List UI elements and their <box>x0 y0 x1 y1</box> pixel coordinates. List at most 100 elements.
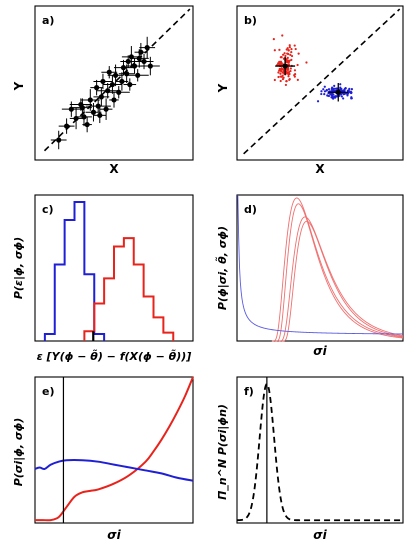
red-point <box>284 83 288 87</box>
data-point <box>120 65 127 71</box>
red-point <box>293 44 296 47</box>
data-point <box>125 58 131 65</box>
panel-e-frame <box>34 376 194 524</box>
red-likelihood-curve <box>281 220 404 342</box>
red-point <box>288 44 291 47</box>
data-point <box>116 89 122 95</box>
red-point <box>284 54 287 57</box>
data-point <box>56 137 62 143</box>
identity-line <box>243 8 401 155</box>
panel-f: f) σi Π_n^N P(σi|ϕn) <box>216 376 404 542</box>
red-point <box>285 48 288 51</box>
red-point <box>279 72 282 75</box>
blue-point <box>322 88 325 91</box>
panel-f-xlabel: σi <box>313 528 327 542</box>
red-point <box>296 78 299 81</box>
red-point <box>287 52 290 56</box>
data-point <box>141 58 147 65</box>
red-point <box>277 62 280 65</box>
red-point <box>296 63 299 67</box>
blue-point <box>350 88 354 91</box>
panel-b-ylabel: Y <box>216 83 230 93</box>
red-point <box>297 52 300 55</box>
blue-point <box>323 93 326 96</box>
blue-point <box>333 96 337 99</box>
red-point <box>294 47 297 51</box>
data-point <box>144 44 150 51</box>
red-curve <box>35 376 194 522</box>
panel-a-tag: a) <box>42 14 54 27</box>
data-point <box>111 97 117 103</box>
panel-c: c) ε [Y(ϕ − θ̃) − f(X(ϕ − θ̃))] P(ε|ϕ, σ… <box>12 194 194 363</box>
red-point <box>294 72 297 76</box>
red-point <box>290 58 293 61</box>
red-point <box>279 75 282 78</box>
red-point <box>305 61 308 64</box>
blue-point <box>339 83 342 86</box>
red-point <box>285 80 288 83</box>
data-point <box>98 94 104 100</box>
panel-b-frame <box>236 5 404 161</box>
data-point <box>127 81 133 88</box>
red-point <box>287 63 290 66</box>
blue-point <box>348 87 351 90</box>
red-point <box>277 71 280 74</box>
blue-point <box>350 97 353 100</box>
blue-point <box>333 89 337 92</box>
red-point <box>286 56 289 60</box>
red-point <box>293 69 297 72</box>
blue-point <box>323 85 326 88</box>
red-histogram <box>83 237 175 341</box>
data-point <box>119 78 125 85</box>
red-point <box>277 75 280 79</box>
red-likelihood-curve <box>275 203 404 342</box>
red-likelihood-curve <box>278 216 404 342</box>
panel-c-ylabel: P(ε|ϕ, σϕ) <box>12 237 25 299</box>
blue-point <box>316 100 320 103</box>
panel-e-xlabel: σi <box>107 528 121 542</box>
data-point <box>79 105 85 111</box>
red-point <box>287 71 291 74</box>
data-point <box>112 72 119 78</box>
red-point <box>287 48 290 52</box>
blue-point <box>327 94 331 98</box>
blue-point <box>343 87 346 90</box>
panel-d: d) σi P(ϕ|σi, θ̃, σϕ) <box>215 194 404 358</box>
data-point <box>90 109 97 115</box>
red-point <box>272 38 275 41</box>
data-point <box>106 69 112 75</box>
red-point <box>287 60 290 64</box>
blue-point <box>346 94 349 97</box>
panel-b-xlabel: X <box>315 162 325 176</box>
blue-point <box>339 93 343 96</box>
blue-point <box>333 84 336 88</box>
panel-d-frame <box>236 194 404 342</box>
red-point <box>293 75 296 78</box>
data-point <box>64 123 70 129</box>
data-point <box>94 85 100 91</box>
blue-point <box>334 87 338 90</box>
red-point <box>290 50 293 54</box>
data-point <box>87 97 93 103</box>
red-point <box>273 78 276 82</box>
red-point <box>290 48 293 51</box>
blue-point <box>331 97 335 100</box>
blue-point <box>346 89 349 92</box>
data-point <box>147 63 153 69</box>
panel-a: a) X Y <box>12 5 194 176</box>
mean-point <box>282 63 288 69</box>
blue-point <box>346 92 350 95</box>
panel-b-tag: b) <box>244 14 257 27</box>
red-point <box>282 57 285 60</box>
blue-likelihood-curve <box>237 194 404 335</box>
data-point <box>95 103 101 109</box>
panel-e-tag: e) <box>42 385 55 398</box>
panel-e: e) σi P(σi|ϕ, σϕ) <box>12 376 194 542</box>
blue-point <box>320 90 323 93</box>
red-point <box>281 34 284 37</box>
red-point <box>278 48 281 51</box>
data-point <box>100 78 106 85</box>
panel-b: b) X Y <box>216 5 404 176</box>
panel-a-xlabel: X <box>109 162 119 176</box>
panel-f-tag: f) <box>244 385 254 398</box>
